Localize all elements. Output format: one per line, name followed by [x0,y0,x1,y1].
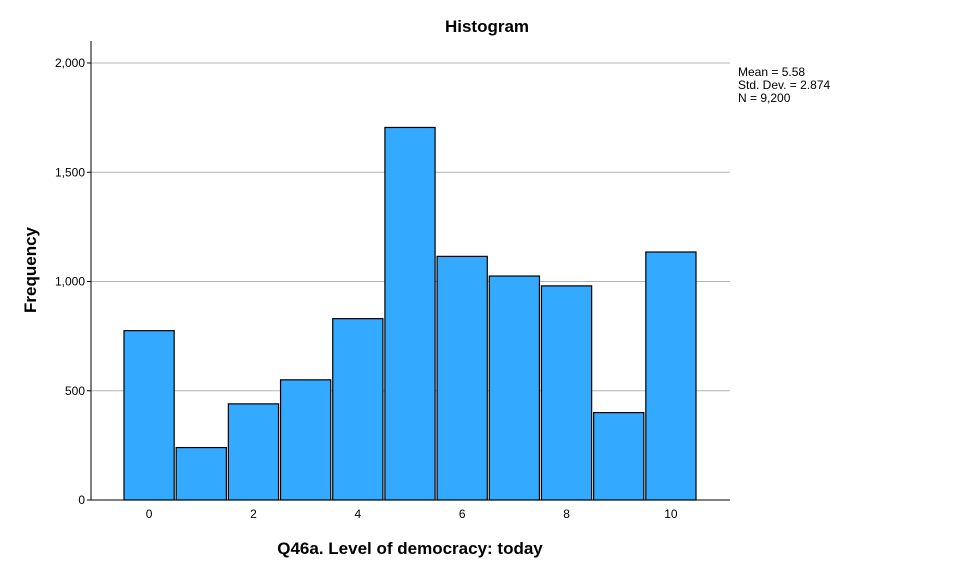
bar-5 [384,126,436,501]
x-tick-label-8: 8 [563,507,570,521]
axes [90,41,730,501]
bar-8 [540,285,593,501]
bar-1 [175,446,227,501]
stats-box: Mean = 5.58 Std. Dev. = 2.874 N = 9,200 [738,65,830,105]
x-tick-label-0: 0 [146,507,153,521]
y-tick-labels: 0 500 1,000 1,500 2,000 [55,56,91,507]
bar-0 [123,330,175,501]
y-tick-label-1500: 1,500 [55,165,85,179]
stats-n: N = 9,200 [738,91,791,105]
x-tick-label-6: 6 [459,507,466,521]
bar-4 [332,318,384,501]
bar-6 [436,255,488,501]
stats-std-dev: Std. Dev. = 2.874 [738,78,830,92]
x-tick-labels: 0 2 4 6 8 10 [146,507,678,521]
x-tick-label-4: 4 [354,507,361,521]
bar-7 [488,275,541,501]
y-axis-title: Frequency [21,226,40,313]
bar-3 [279,379,332,501]
bar-2 [227,403,280,501]
chart-title: Histogram [445,17,529,36]
stats-mean: Mean = 5.58 [738,65,805,79]
x-tick-label-2: 2 [250,507,257,521]
bars [123,126,697,501]
x-tick-label-10: 10 [664,507,678,521]
y-tick-label-1000: 1,000 [55,275,85,289]
y-tick-label-2000: 2,000 [55,56,85,70]
bar-9 [593,412,645,501]
x-axis-title: Q46a. Level of democracy: today [277,539,543,558]
bar-10 [645,251,697,501]
y-tick-label-0: 0 [78,493,85,507]
y-tick-label-500: 500 [65,384,85,398]
